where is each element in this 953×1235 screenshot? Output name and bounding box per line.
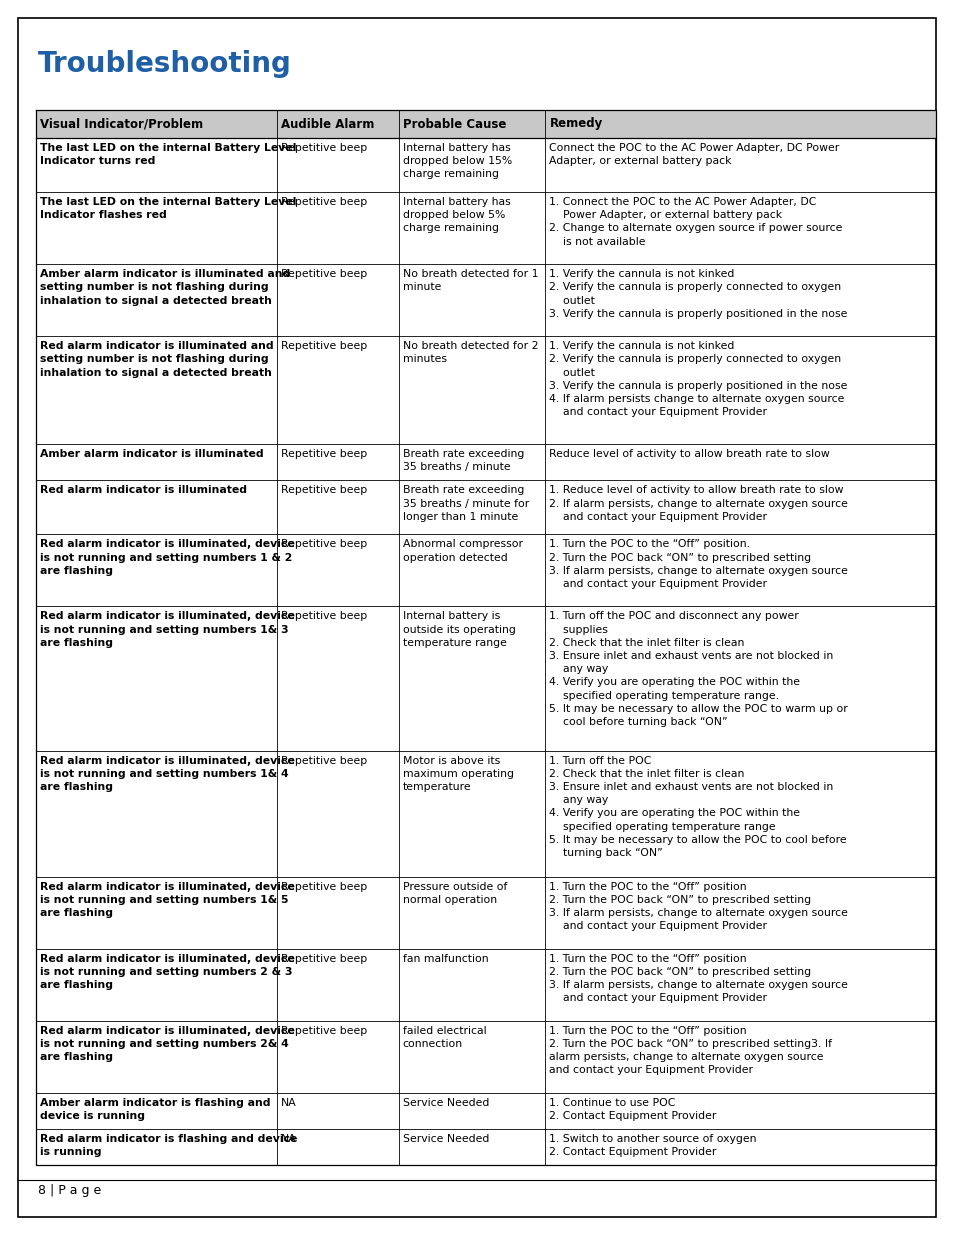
- Text: Repetitive beep: Repetitive beep: [281, 198, 367, 207]
- Text: Pressure outside of
normal operation: Pressure outside of normal operation: [402, 882, 507, 905]
- Text: Red alarm indicator is illuminated and
setting number is not flashing during
inh: Red alarm indicator is illuminated and s…: [40, 341, 274, 378]
- Text: 1. Connect the POC to the AC Power Adapter, DC
    Power Adapter, or external ba: 1. Connect the POC to the AC Power Adapt…: [549, 198, 841, 247]
- Text: Service Needed: Service Needed: [402, 1098, 489, 1108]
- Text: Visual Indicator/Problem: Visual Indicator/Problem: [40, 117, 203, 131]
- Text: Internal battery has
dropped below 15%
charge remaining: Internal battery has dropped below 15% c…: [402, 143, 512, 179]
- Text: Repetitive beep: Repetitive beep: [281, 450, 367, 459]
- Text: Motor is above its
maximum operating
temperature: Motor is above its maximum operating tem…: [402, 756, 513, 792]
- Text: NA: NA: [281, 1134, 296, 1144]
- Text: 1. Verify the cannula is not kinked
2. Verify the cannula is properly connected : 1. Verify the cannula is not kinked 2. V…: [549, 341, 847, 417]
- Text: Probable Cause: Probable Cause: [402, 117, 505, 131]
- Text: Service Needed: Service Needed: [402, 1134, 489, 1144]
- Text: Repetitive beep: Repetitive beep: [281, 1026, 367, 1036]
- Text: Red alarm indicator is illuminated, device
is not running and setting numbers 2 : Red alarm indicator is illuminated, devi…: [40, 953, 294, 990]
- Text: Remedy: Remedy: [549, 117, 602, 131]
- Text: Internal battery has
dropped below 5%
charge remaining: Internal battery has dropped below 5% ch…: [402, 198, 510, 233]
- Text: Repetitive beep: Repetitive beep: [281, 953, 367, 963]
- Text: fan malfunction: fan malfunction: [402, 953, 488, 963]
- Text: 1. Turn the POC to the “Off” position
2. Turn the POC back “ON” to prescribed se: 1. Turn the POC to the “Off” position 2.…: [549, 1026, 832, 1076]
- Text: Red alarm indicator is illuminated, device
is not running and setting numbers 1&: Red alarm indicator is illuminated, devi…: [40, 756, 294, 792]
- Text: Abnormal compressor
operation detected: Abnormal compressor operation detected: [402, 540, 522, 563]
- Text: Repetitive beep: Repetitive beep: [281, 540, 367, 550]
- Text: Repetitive beep: Repetitive beep: [281, 611, 367, 621]
- Text: Connect the POC to the AC Power Adapter, DC Power
Adapter, or external battery p: Connect the POC to the AC Power Adapter,…: [549, 143, 839, 167]
- Text: Repetitive beep: Repetitive beep: [281, 341, 367, 351]
- Text: Repetitive beep: Repetitive beep: [281, 485, 367, 495]
- Text: Red alarm indicator is flashing and device
is running: Red alarm indicator is flashing and devi…: [40, 1134, 297, 1157]
- Text: 1. Reduce level of activity to allow breath rate to slow
2. If alarm persists, c: 1. Reduce level of activity to allow bre…: [549, 485, 847, 521]
- Text: 1. Turn the POC to the “Off” position.
2. Turn the POC back “ON” to prescribed s: 1. Turn the POC to the “Off” position. 2…: [549, 540, 847, 589]
- Text: Reduce level of activity to allow breath rate to slow: Reduce level of activity to allow breath…: [549, 450, 829, 459]
- Text: 1. Turn off the POC
2. Check that the inlet filter is clean
3. Ensure inlet and : 1. Turn off the POC 2. Check that the in…: [549, 756, 846, 858]
- Text: Amber alarm indicator is illuminated and
setting number is not flashing during
i: Amber alarm indicator is illuminated and…: [40, 269, 290, 305]
- Text: Repetitive beep: Repetitive beep: [281, 756, 367, 766]
- Text: 1. Turn the POC to the “Off” position
2. Turn the POC back “ON” to prescribed se: 1. Turn the POC to the “Off” position 2.…: [549, 882, 847, 931]
- Text: 1. Switch to another source of oxygen
2. Contact Equipment Provider: 1. Switch to another source of oxygen 2.…: [549, 1134, 756, 1157]
- Text: The last LED on the internal Battery Level
Indicator flashes red: The last LED on the internal Battery Lev…: [40, 198, 296, 220]
- Text: Amber alarm indicator is flashing and
device is running: Amber alarm indicator is flashing and de…: [40, 1098, 271, 1121]
- Text: Breath rate exceeding
35 breaths / minute: Breath rate exceeding 35 breaths / minut…: [402, 450, 523, 473]
- Text: 1. Turn the POC to the “Off” position
2. Turn the POC back “ON” to prescribed se: 1. Turn the POC to the “Off” position 2.…: [549, 953, 847, 1003]
- Text: 1. Verify the cannula is not kinked
2. Verify the cannula is properly connected : 1. Verify the cannula is not kinked 2. V…: [549, 269, 847, 319]
- Bar: [36, 110, 935, 138]
- Text: Troubleshooting: Troubleshooting: [38, 49, 292, 78]
- Text: NA: NA: [281, 1098, 296, 1108]
- Text: No breath detected for 2
minutes: No breath detected for 2 minutes: [402, 341, 537, 364]
- Text: 1. Turn off the POC and disconnect any power
    supplies
2. Check that the inle: 1. Turn off the POC and disconnect any p…: [549, 611, 847, 727]
- Text: The last LED on the internal Battery Level
Indicator turns red: The last LED on the internal Battery Lev…: [40, 143, 296, 167]
- Text: Repetitive beep: Repetitive beep: [281, 882, 367, 892]
- Text: Red alarm indicator is illuminated, device
is not running and setting numbers 1 : Red alarm indicator is illuminated, devi…: [40, 540, 294, 576]
- Text: 8 | P a g e: 8 | P a g e: [38, 1184, 101, 1197]
- Text: No breath detected for 1
minute: No breath detected for 1 minute: [402, 269, 537, 293]
- Text: Audible Alarm: Audible Alarm: [281, 117, 375, 131]
- Text: Red alarm indicator is illuminated, device
is not running and setting numbers 2&: Red alarm indicator is illuminated, devi…: [40, 1026, 294, 1062]
- Text: Red alarm indicator is illuminated, device
is not running and setting numbers 1&: Red alarm indicator is illuminated, devi…: [40, 882, 294, 918]
- Text: Red alarm indicator is illuminated: Red alarm indicator is illuminated: [40, 485, 247, 495]
- Text: Red alarm indicator is illuminated, device
is not running and setting numbers 1&: Red alarm indicator is illuminated, devi…: [40, 611, 294, 648]
- Text: Breath rate exceeding
35 breaths / minute for
longer than 1 minute: Breath rate exceeding 35 breaths / minut…: [402, 485, 528, 521]
- Text: Repetitive beep: Repetitive beep: [281, 143, 367, 153]
- Text: Amber alarm indicator is illuminated: Amber alarm indicator is illuminated: [40, 450, 263, 459]
- Text: failed electrical
connection: failed electrical connection: [402, 1026, 486, 1049]
- Text: Repetitive beep: Repetitive beep: [281, 269, 367, 279]
- Text: 1. Continue to use POC
2. Contact Equipment Provider: 1. Continue to use POC 2. Contact Equipm…: [549, 1098, 716, 1121]
- Text: Internal battery is
outside its operating
temperature range: Internal battery is outside its operatin…: [402, 611, 515, 648]
